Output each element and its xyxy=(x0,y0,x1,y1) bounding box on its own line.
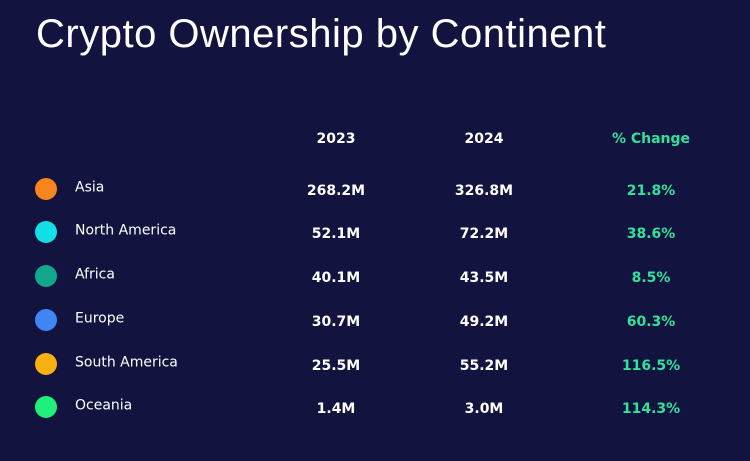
table-cell: 116.5% xyxy=(621,358,681,374)
table-cell: 8.5% xyxy=(631,270,671,286)
legend-dot xyxy=(35,309,57,331)
legend-dot xyxy=(35,353,57,375)
table-cell: 268.2M xyxy=(306,183,366,199)
table-cell: 25.5M xyxy=(311,358,361,374)
table-cell: 52.1M xyxy=(311,226,361,242)
legend-dot xyxy=(35,265,57,287)
row-label: Africa xyxy=(75,266,115,283)
column-header: 2024 xyxy=(464,131,504,147)
table-cell: 38.6% xyxy=(626,226,676,242)
column-header: % Change xyxy=(611,131,691,147)
row-label: North America xyxy=(75,222,177,239)
table-cell: 3.0M xyxy=(464,401,504,417)
table-cell: 72.2M xyxy=(459,226,509,242)
table-cell: 30.7M xyxy=(311,314,361,330)
row-label: Asia xyxy=(75,179,105,196)
row-label: Europe xyxy=(75,310,125,327)
legend-dot xyxy=(35,178,57,200)
legend-dot xyxy=(35,396,57,418)
table-cell: 21.8% xyxy=(626,183,676,199)
table-cell: 1.4M xyxy=(316,401,356,417)
table-cell: 326.8M xyxy=(454,183,514,199)
column-header: 2023 xyxy=(316,131,356,147)
table-cell: 55.2M xyxy=(459,358,509,374)
table-cell: 114.3% xyxy=(621,401,681,417)
row-label: South America xyxy=(75,354,178,371)
table-cell: 43.5M xyxy=(459,270,509,286)
page-title: Crypto Ownership by Continent xyxy=(36,12,607,56)
legend-dot xyxy=(35,221,57,243)
row-label: Oceania xyxy=(75,397,133,414)
table-cell: 60.3% xyxy=(626,314,676,330)
table-cell: 49.2M xyxy=(459,314,509,330)
table-cell: 40.1M xyxy=(311,270,361,286)
